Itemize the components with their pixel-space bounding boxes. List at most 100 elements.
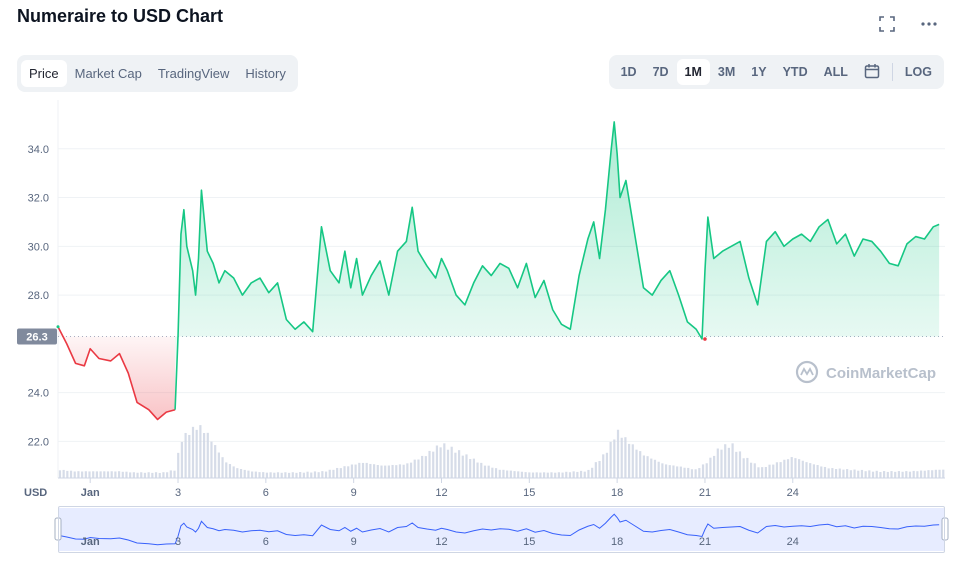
volume-bar (472, 458, 475, 478)
volume-bar (424, 456, 427, 478)
volume-bar (905, 471, 908, 478)
volume-bar (713, 455, 716, 478)
volume-bar (798, 459, 801, 478)
time-range-selector: 1D 7D 1M 3M 1Y YTD ALL LOG (608, 55, 944, 89)
volume-bar (66, 470, 69, 478)
volume-bar (143, 472, 147, 478)
volume-bar (177, 452, 180, 478)
volume-bar (742, 458, 745, 478)
volume-bar (628, 443, 631, 478)
volume-bar (661, 463, 664, 478)
price-area-up (175, 121, 940, 410)
volume-bar (332, 469, 335, 478)
range-ytd[interactable]: YTD (782, 65, 808, 79)
volume-bar (524, 472, 527, 478)
volume-bar (81, 471, 84, 478)
volume-bar (299, 472, 302, 478)
volume-bar (934, 469, 937, 478)
volume-bar (380, 465, 383, 478)
volume-bar (513, 471, 516, 478)
volume-bar (871, 471, 875, 478)
volume-bar (594, 462, 597, 478)
volume-bar (764, 467, 767, 478)
volume-bar (720, 449, 723, 478)
range-all[interactable]: ALL (823, 65, 848, 79)
volume-bar (117, 471, 121, 478)
coinmarketcap-logo-mark (800, 367, 814, 376)
volume-bar (324, 471, 328, 478)
volume-bar (428, 450, 431, 478)
volume-bar (184, 432, 187, 478)
volume-bar (912, 470, 915, 478)
range-1y[interactable]: 1Y (751, 65, 767, 79)
range-3m[interactable]: 3M (717, 65, 736, 79)
series-start-point (56, 325, 60, 329)
volume-bar (180, 441, 184, 478)
y-axis: 34.0 32.0 30.0 28.0 24.0 22.0 26.3 (17, 144, 57, 448)
volume-bar (698, 468, 701, 478)
range-navigator[interactable]: Jan 3 6 9 12 15 18 21 24 (54, 508, 949, 551)
volume-bar (646, 456, 649, 478)
volume-bar (683, 467, 686, 478)
volume-bar (236, 468, 239, 478)
volume-bar (361, 462, 365, 478)
volume-bar (783, 459, 786, 478)
volume-bar (927, 470, 930, 478)
volume-bar (650, 458, 653, 478)
range-1m[interactable]: 1M (676, 59, 710, 85)
volume-bar (583, 471, 586, 478)
volume-bar (823, 466, 827, 478)
volume-bar (738, 451, 742, 478)
volume-bar (690, 469, 694, 478)
navigator-frame[interactable] (58, 506, 945, 553)
volume-bar (768, 464, 771, 478)
volume-bar (365, 462, 368, 478)
volume-bar (147, 472, 150, 478)
volume-bar (761, 467, 764, 478)
x-tick-label: Jan (81, 487, 100, 499)
volume-bar (191, 426, 195, 478)
volume-bar (398, 464, 402, 478)
volume-bar (749, 462, 753, 478)
volume-bar (443, 443, 446, 478)
volume-bar (446, 449, 450, 478)
tab-market-cap[interactable]: Market Cap (74, 66, 142, 81)
volume-bar (879, 472, 882, 478)
volume-bar (195, 429, 198, 478)
range-7d[interactable]: 7D (652, 65, 669, 79)
navigator-handle[interactable] (941, 517, 949, 541)
volume-bar (812, 464, 815, 478)
calendar-icon[interactable] (856, 59, 888, 86)
volume-bar (709, 457, 712, 478)
range-1d[interactable]: 1D (620, 65, 637, 79)
volume-bar (206, 432, 209, 478)
volume-bar (328, 469, 331, 478)
volume-bar (110, 471, 113, 478)
volume-bar (568, 472, 572, 478)
volume-bar (561, 472, 564, 478)
log-scale-toggle[interactable]: LOG (904, 65, 932, 79)
volume-bar (421, 455, 424, 478)
more-horizontal-icon[interactable] (919, 14, 939, 34)
volume-bar (88, 471, 91, 478)
volume-bar (539, 472, 542, 478)
volume-bar (657, 461, 660, 478)
volume-bar (546, 472, 549, 478)
volume-bar (62, 469, 65, 478)
navigator-tick-label: 9 (351, 536, 357, 548)
tab-tradingview[interactable]: TradingView (157, 66, 230, 81)
x-tick-label: 18 (611, 487, 623, 499)
fullscreen-icon[interactable] (877, 14, 897, 34)
volume-bar (494, 468, 498, 478)
volume-bar (576, 471, 579, 478)
volume-bar (92, 471, 95, 478)
volume-bar (106, 471, 110, 478)
tab-history[interactable]: History (245, 66, 286, 81)
volume-bar (166, 472, 169, 478)
volume-bar (923, 470, 926, 478)
volume-bar (491, 467, 494, 478)
tab-price[interactable]: Price (21, 60, 67, 87)
volume-bar (919, 470, 923, 478)
volume-bar (794, 458, 797, 478)
